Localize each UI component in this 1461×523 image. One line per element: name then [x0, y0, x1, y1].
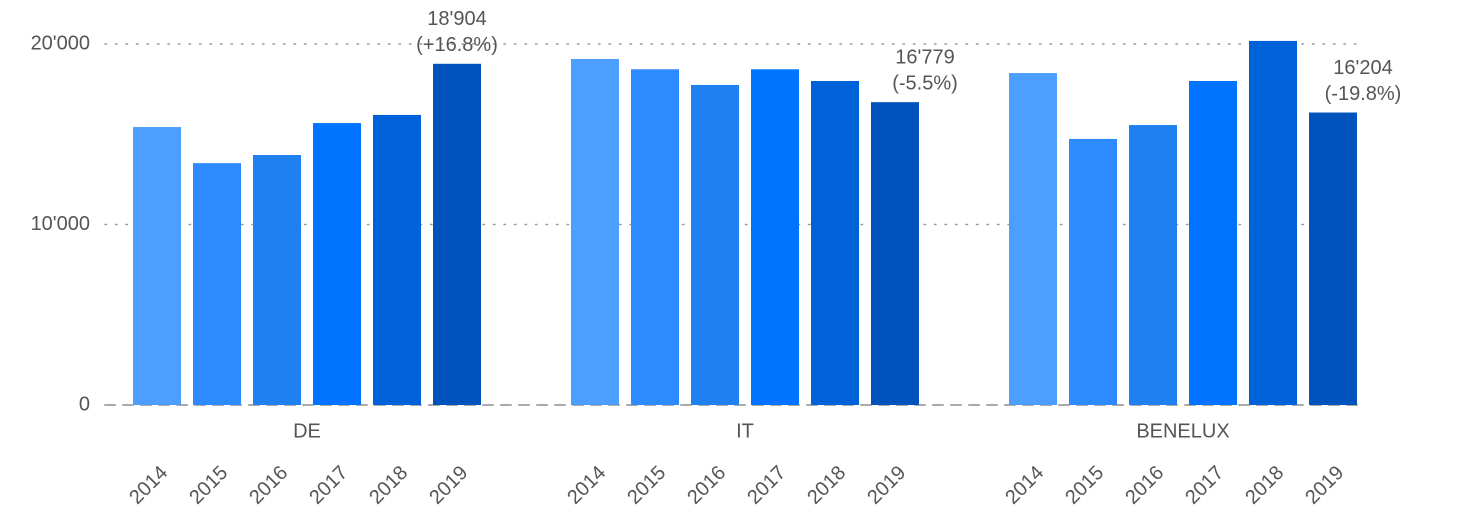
x-tick-label: 2017	[1181, 462, 1228, 509]
value-label: 18'904	[427, 8, 486, 30]
x-tick-label: 2015	[1061, 462, 1108, 509]
bar	[1189, 81, 1237, 405]
bar	[571, 58, 619, 405]
value-label: 16'779	[895, 46, 954, 68]
x-tick-label: 2019	[1301, 462, 1348, 509]
x-tick-label: 2014	[125, 462, 172, 509]
x-tick-label: 2014	[563, 462, 610, 509]
bar	[433, 63, 481, 405]
y-tick-label: 0	[79, 393, 90, 415]
bar	[133, 127, 181, 405]
y-tick-label: 10'000	[31, 213, 90, 235]
bar	[373, 114, 421, 406]
x-tick-label: 2015	[623, 462, 670, 509]
category-label: BENELUX	[1136, 420, 1229, 442]
bar	[1309, 112, 1357, 406]
x-tick-label: 2019	[863, 462, 910, 509]
bar	[1009, 73, 1057, 406]
x-tick-label: 2018	[365, 462, 412, 509]
bar	[253, 155, 301, 405]
bar	[631, 69, 679, 406]
x-tick-label: 2014	[1001, 462, 1048, 509]
change-label: (+16.8%)	[416, 34, 498, 56]
x-tick-label: 2016	[683, 462, 730, 509]
x-tick-label: 2016	[245, 462, 292, 509]
x-tick-label: 2018	[1241, 462, 1288, 509]
category-label: DE	[293, 420, 321, 442]
change-label: (-5.5%)	[892, 72, 958, 94]
bar	[1129, 125, 1177, 406]
x-tick-label: 2017	[743, 462, 790, 509]
x-tick-label: 2019	[425, 462, 472, 509]
category-label: IT	[736, 420, 754, 442]
bar	[751, 69, 799, 406]
x-tick-label: 2016	[1121, 462, 1168, 509]
x-tick-label: 2017	[305, 462, 352, 509]
bar	[871, 102, 919, 406]
x-tick-label: 2015	[185, 462, 232, 509]
bar	[1249, 40, 1297, 406]
y-tick-label: 20'000	[31, 32, 90, 54]
bar	[811, 81, 859, 405]
bar	[691, 84, 739, 405]
change-label: (-19.8%)	[1325, 83, 1402, 105]
bar	[1069, 138, 1117, 405]
bar	[313, 123, 361, 406]
value-label: 16'204	[1333, 57, 1392, 79]
x-tick-label: 2018	[803, 462, 850, 509]
bar	[193, 163, 241, 405]
